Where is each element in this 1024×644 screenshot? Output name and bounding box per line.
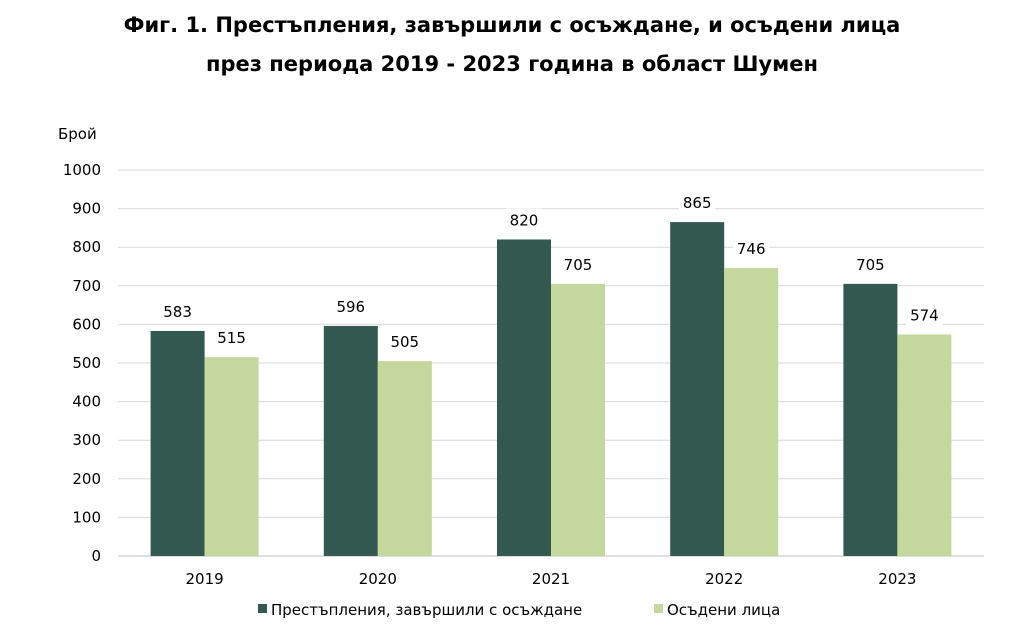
data-label-background — [386, 330, 424, 353]
data-label-background — [678, 191, 716, 214]
y-tick-label: 400 — [72, 393, 101, 411]
bar-convicted-2019 — [204, 357, 259, 556]
data-label: 515 — [217, 329, 246, 347]
data-label: 583 — [163, 303, 192, 321]
data-label-background — [213, 326, 250, 349]
legend-swatch-crimes — [258, 604, 267, 613]
bar-crimes-2021 — [497, 239, 551, 557]
data-label-background — [559, 252, 597, 275]
x-axis-ticks: 2019 2020 2021 2022 2023 — [186, 570, 917, 588]
bar-crimes-2023 — [843, 283, 898, 556]
bar-crimes-2019 — [150, 330, 205, 556]
bars — [150, 222, 952, 557]
data-label: 505 — [390, 333, 419, 351]
data-label-background — [732, 237, 770, 260]
y-axis-label: Брой — [58, 125, 97, 143]
data-label-background — [505, 208, 543, 231]
bar-crimes-2022 — [670, 222, 725, 557]
x-tick-label-2021: 2021 — [532, 570, 570, 588]
y-axis-ticks: 0 100 200 300 400 500 600 700 800 900 1000 — [63, 161, 101, 565]
data-label-background — [159, 299, 196, 322]
bar-convicted-2021 — [551, 283, 605, 556]
legend-label-crimes: Престъпления, завършили с осъждане — [271, 601, 582, 619]
data-label-background — [906, 303, 943, 326]
y-tick-label: 100 — [72, 508, 101, 526]
data-label: 865 — [683, 194, 712, 212]
x-tick-label-2022: 2022 — [705, 570, 743, 588]
y-tick-label: 800 — [72, 238, 101, 256]
y-tick-label: 600 — [72, 315, 101, 333]
data-label-background — [332, 294, 370, 317]
data-labels: 583 515 596 505 820 705 865 746 705 574 — [159, 191, 943, 353]
data-label: 705 — [564, 256, 593, 274]
x-tick-label-2023: 2023 — [878, 570, 916, 588]
chart-title-line-2: през периода 2019 - 2023 година в област… — [206, 52, 818, 76]
legend: Престъпления, завършили с осъждане Осъден… — [258, 601, 780, 619]
data-label: 705 — [856, 256, 885, 274]
y-tick-label: 700 — [72, 277, 101, 295]
x-tick-label-2020: 2020 — [359, 570, 397, 588]
bar-crimes-2020 — [323, 325, 378, 556]
y-tick-label: 500 — [72, 354, 101, 372]
data-label: 596 — [336, 298, 365, 316]
x-tick-label-2019: 2019 — [186, 570, 224, 588]
legend-label-convicted: Осъдени лица — [667, 601, 780, 619]
legend-swatch-convicted — [654, 604, 663, 613]
data-label: 820 — [510, 211, 539, 229]
data-label: 746 — [737, 240, 766, 258]
data-label: 574 — [910, 306, 939, 324]
bar-convicted-2022 — [724, 268, 779, 556]
chart-title-line-1: Фиг. 1. Престъпления, завършили с осъжда… — [123, 13, 901, 37]
bar-convicted-2020 — [377, 361, 432, 556]
y-tick-label: 0 — [91, 547, 101, 565]
bar-convicted-2023 — [897, 334, 952, 556]
data-label-background — [852, 252, 889, 275]
y-tick-label: 300 — [72, 431, 101, 449]
y-tick-label: 200 — [72, 470, 101, 488]
y-tick-label: 900 — [72, 200, 101, 218]
y-tick-label: 1000 — [63, 161, 101, 179]
